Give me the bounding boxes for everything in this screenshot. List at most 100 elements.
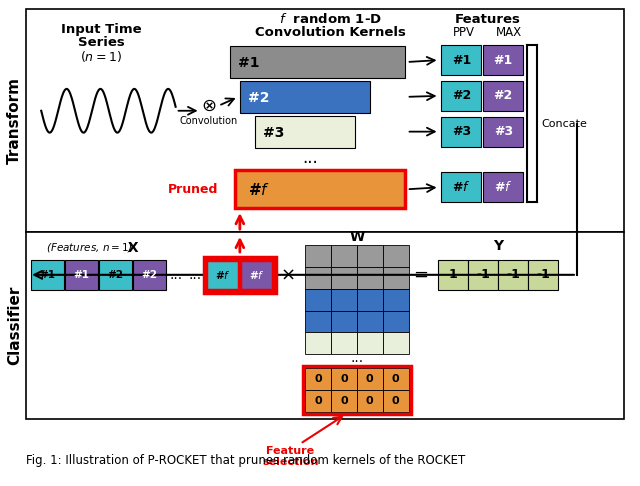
Bar [230, 46, 404, 78]
Bar [331, 332, 357, 354]
Text: Series: Series [77, 35, 124, 49]
Bar [357, 245, 383, 267]
Text: Classifier: Classifier [7, 286, 22, 365]
Bar [331, 289, 357, 311]
Bar [357, 332, 383, 354]
Text: ...: ... [302, 150, 318, 168]
Bar [468, 260, 498, 290]
Bar [65, 260, 98, 290]
Bar [383, 390, 408, 412]
Bar [383, 332, 408, 354]
Bar [204, 257, 276, 293]
Bar [241, 260, 273, 290]
Text: #$f$: #$f$ [249, 269, 264, 281]
Text: Input Time: Input Time [61, 23, 141, 36]
Bar [357, 390, 383, 412]
Bar [331, 311, 357, 332]
Text: #$f$: #$f$ [215, 269, 231, 281]
Bar [483, 173, 523, 202]
Text: ...: ... [350, 351, 364, 365]
Text: 0: 0 [392, 396, 399, 406]
Text: #$f$: #$f$ [249, 269, 264, 281]
Bar [383, 311, 408, 332]
Bar [207, 260, 239, 290]
Text: MAX: MAX [496, 26, 522, 39]
Text: W: W [349, 230, 364, 244]
Bar [442, 81, 481, 111]
Bar [236, 171, 404, 208]
Bar [357, 368, 383, 390]
Text: #1: #1 [237, 56, 259, 70]
Bar [255, 116, 355, 148]
Text: =: = [413, 266, 428, 284]
Bar [528, 260, 558, 290]
Text: 0: 0 [314, 396, 322, 406]
Text: #2: #2 [108, 270, 124, 280]
Text: Convolution: Convolution [179, 116, 237, 126]
Text: #2: #2 [248, 91, 269, 105]
Bar [442, 173, 481, 202]
Text: ...: ... [189, 268, 202, 282]
Bar [357, 267, 383, 289]
Text: #1: #1 [74, 270, 90, 280]
Bar [383, 289, 408, 311]
Text: #3: #3 [452, 125, 471, 138]
Text: Y: Y [493, 239, 503, 253]
Text: ...: ... [169, 268, 182, 282]
Text: #1: #1 [452, 53, 471, 67]
Bar [31, 260, 64, 290]
Text: -1: -1 [476, 268, 490, 281]
Bar [305, 267, 331, 289]
Text: Fig. 1: Illustration of P-ROCKET that prunes random kernels of the ROCKET: Fig. 1: Illustration of P-ROCKET that pr… [26, 454, 465, 467]
Bar [483, 81, 523, 111]
Text: Features: Features [454, 13, 520, 26]
Bar [133, 260, 166, 290]
Text: #$f$: #$f$ [494, 180, 513, 194]
Text: #$f$: #$f$ [215, 269, 231, 281]
Bar [383, 245, 408, 267]
Text: (Features, $n{=}1$): (Features, $n{=}1$) [46, 242, 133, 255]
Bar [357, 311, 383, 332]
Text: 1: 1 [449, 268, 458, 281]
Text: $(n{=}1)$: $(n{=}1)$ [80, 49, 122, 64]
Text: #3: #3 [493, 125, 513, 138]
Bar [331, 368, 357, 390]
Text: -1: -1 [536, 268, 550, 281]
Text: #2: #2 [452, 89, 471, 103]
Text: Feature
selection: Feature selection [262, 446, 318, 468]
Bar [442, 45, 481, 75]
Bar [383, 267, 408, 289]
Text: 0: 0 [366, 396, 374, 406]
Text: #$f$: #$f$ [248, 182, 270, 198]
Text: 0: 0 [366, 374, 374, 384]
Text: 0: 0 [340, 374, 348, 384]
Text: Pruned: Pruned [168, 183, 218, 196]
Text: X: X [123, 241, 138, 255]
Bar [26, 9, 623, 232]
Text: 0: 0 [392, 374, 399, 384]
Text: 0: 0 [340, 396, 348, 406]
Bar [241, 81, 370, 113]
Bar [305, 390, 331, 412]
Text: $\otimes$: $\otimes$ [201, 97, 216, 115]
Bar [99, 260, 132, 290]
Bar [26, 232, 623, 419]
Bar [305, 332, 331, 354]
Bar [331, 267, 357, 289]
Text: #1: #1 [40, 270, 56, 280]
Bar [483, 45, 523, 75]
Text: #3: #3 [262, 126, 284, 139]
Text: 0: 0 [314, 374, 322, 384]
Bar [241, 260, 273, 290]
Bar [331, 245, 357, 267]
Bar [207, 260, 239, 290]
Text: $f$  random 1-D: $f$ random 1-D [278, 12, 381, 26]
Bar [305, 245, 331, 267]
Text: #1: #1 [493, 53, 513, 67]
Text: Convolution Kernels: Convolution Kernels [255, 26, 405, 39]
Bar [305, 368, 331, 390]
Text: Transform: Transform [7, 77, 22, 164]
Bar [305, 289, 331, 311]
Bar [357, 289, 383, 311]
Bar [442, 117, 481, 147]
